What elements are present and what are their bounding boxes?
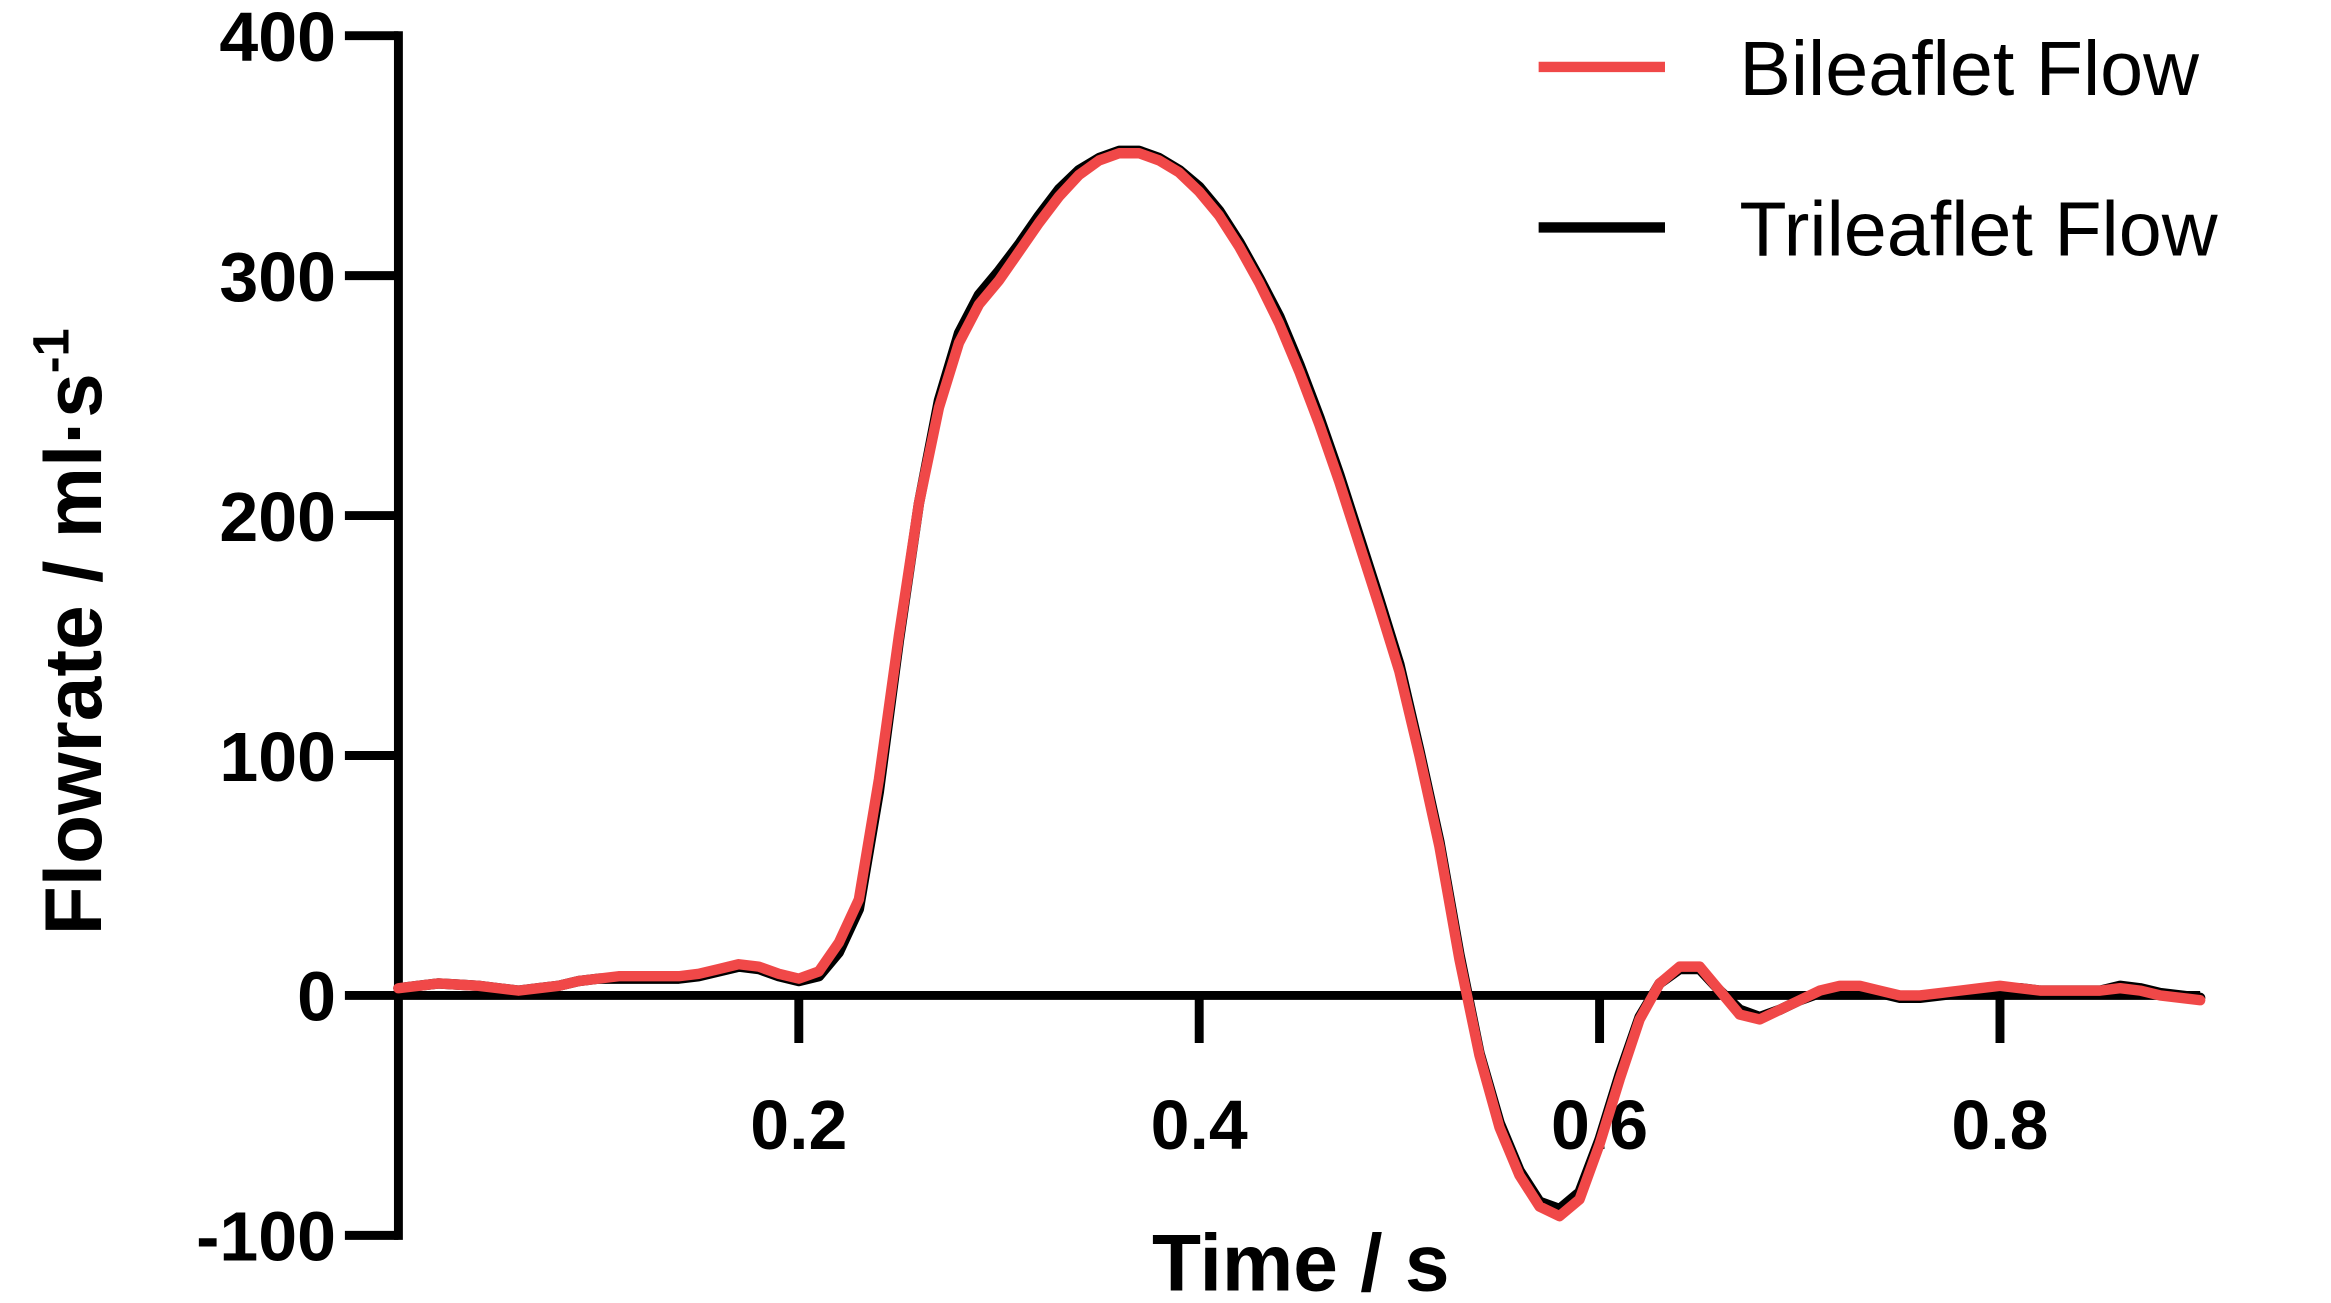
x-axis-title: Time / s bbox=[1152, 1218, 1449, 1303]
y-tick-label: -100 bbox=[196, 1198, 336, 1276]
x-tick-label: 0.4 bbox=[1151, 1086, 1248, 1164]
series-line bbox=[393, 148, 2206, 1222]
y-axis-title-text: Flowrate / ml·s bbox=[29, 373, 119, 935]
x-tick-label: 0.2 bbox=[750, 1086, 847, 1164]
legend-label: Bileaflet Flow bbox=[1739, 26, 2200, 112]
y-tick-label: 0 bbox=[297, 958, 336, 1036]
y-axis-title: Flowrate / ml·s-1 bbox=[22, 328, 119, 935]
y-tick-label: 200 bbox=[219, 478, 336, 556]
y-tick-label: 300 bbox=[219, 238, 336, 316]
y-axis-title-superscript: -1 bbox=[22, 328, 79, 373]
y-tick-label: 100 bbox=[219, 718, 336, 796]
y-tick-label: 400 bbox=[219, 0, 336, 76]
series-line bbox=[393, 145, 2206, 1215]
x-tick-label: 0.8 bbox=[1951, 1086, 2048, 1164]
legend-label: Trileaflet Flow bbox=[1739, 187, 2218, 273]
